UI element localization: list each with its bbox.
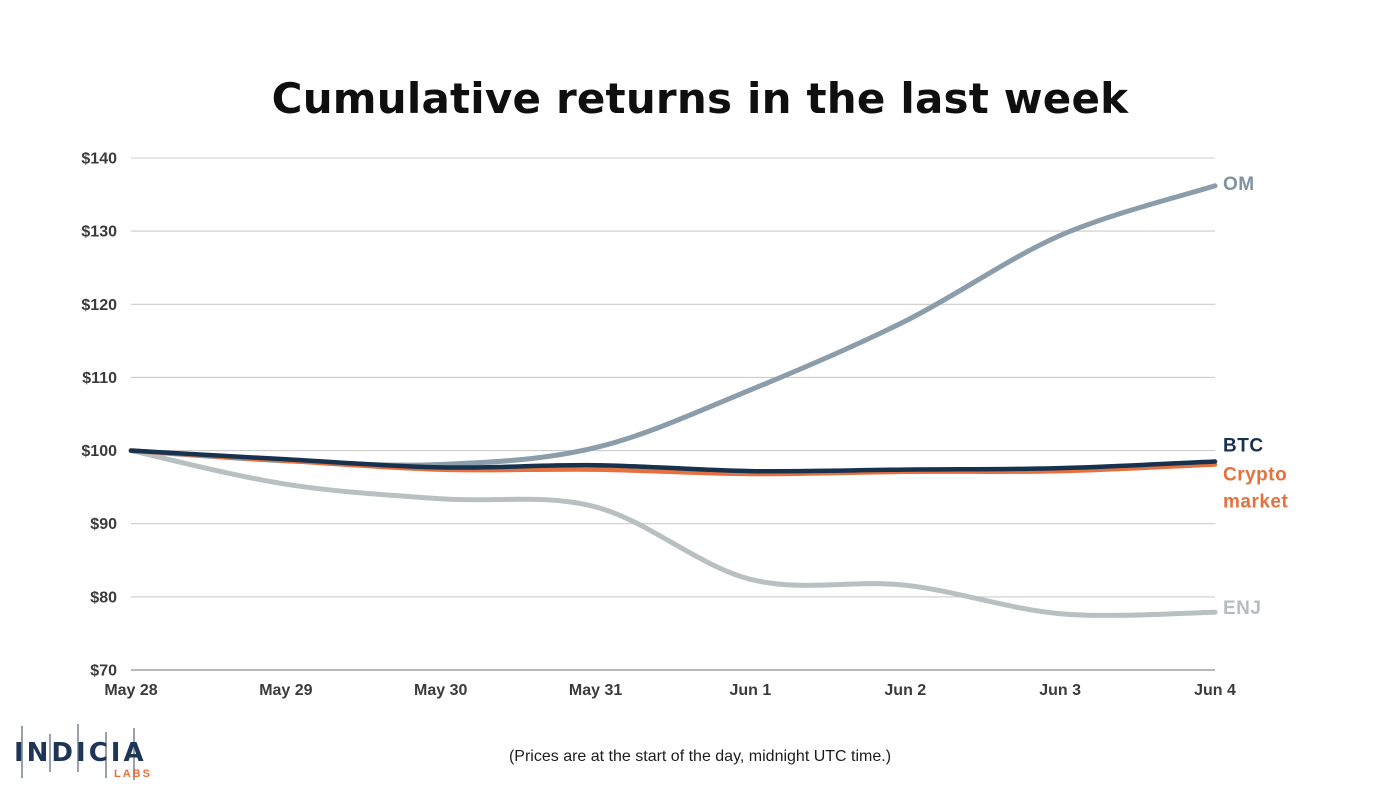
y-axis-tick-label: $130 xyxy=(81,224,117,241)
page-title: Cumulative returns in the last week xyxy=(271,74,1129,123)
series-label-btc: BTC xyxy=(1223,436,1264,457)
line-om xyxy=(128,183,1218,468)
x-axis-tick-label: Jun 4 xyxy=(1194,682,1236,699)
series-label-enj: ENJ xyxy=(1223,598,1261,619)
candlestick-icon xyxy=(105,732,107,778)
x-axis-tick-label: Jun 3 xyxy=(1039,682,1081,699)
x-axis-tick-label: May 29 xyxy=(259,682,312,699)
candlestick-icon xyxy=(21,726,23,778)
candlestick-icon xyxy=(77,724,79,772)
x-axis-tick-label: May 28 xyxy=(104,682,157,699)
chart-footnote: (Prices are at the start of the day, mid… xyxy=(508,748,892,765)
logo-subtext: LABS xyxy=(114,768,152,780)
x-axis-tick-label: May 30 xyxy=(414,682,467,699)
line-enj xyxy=(128,448,1218,618)
y-axis-tick-label: $100 xyxy=(81,443,117,460)
series-label-om: OM xyxy=(1223,174,1255,195)
indicia-labs-logo: INDICIA LABS xyxy=(14,724,164,784)
x-axis-tick-label: Jun 2 xyxy=(884,682,926,699)
x-axis-tick-label: May 31 xyxy=(569,682,622,699)
y-axis-tick-label: $120 xyxy=(81,297,117,314)
line-btc xyxy=(128,448,1218,474)
candlestick-icon xyxy=(133,728,135,780)
candlestick-icon xyxy=(49,734,51,772)
y-axis-tick-label: $90 xyxy=(90,516,117,533)
y-axis-tick-label: $110 xyxy=(82,370,117,387)
y-axis-tick-label: $80 xyxy=(90,589,117,606)
y-axis-tick-label: $70 xyxy=(90,663,117,680)
series-label-crypto-market: Crypto market xyxy=(1223,465,1288,513)
y-axis-tick-label: $140 xyxy=(81,151,117,168)
x-axis-tick-label: Jun 1 xyxy=(730,682,772,699)
logo-wordmark: INDICIA xyxy=(14,738,147,768)
